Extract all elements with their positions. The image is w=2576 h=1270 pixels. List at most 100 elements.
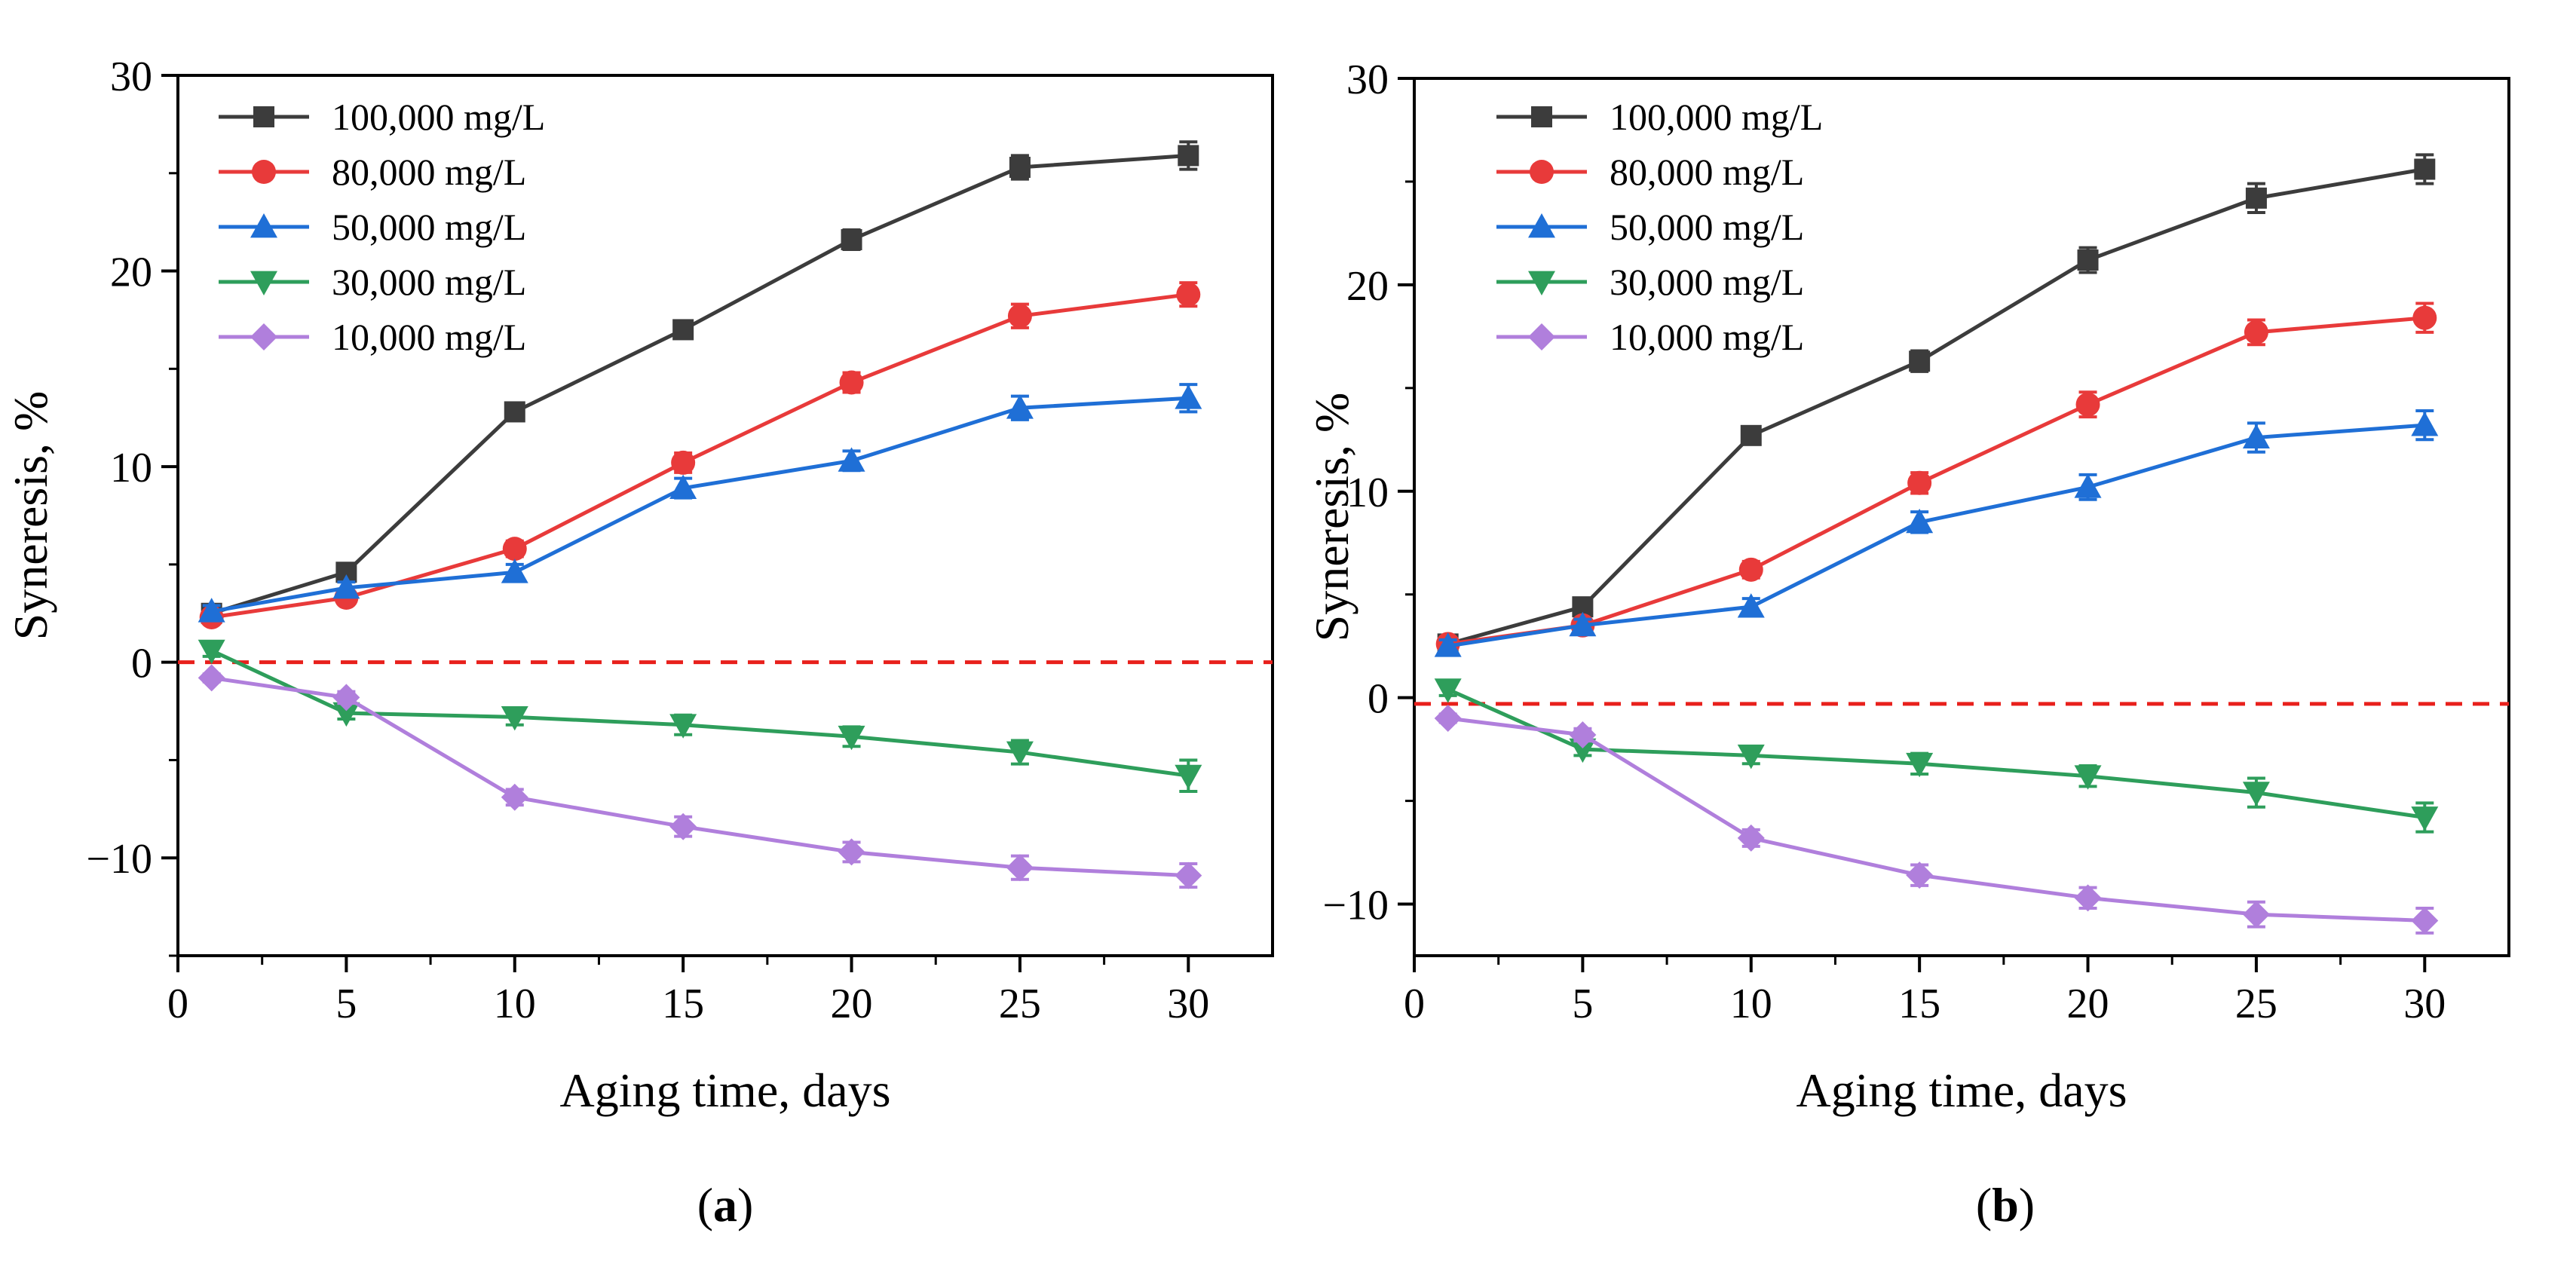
data-point xyxy=(1178,145,1199,167)
series-line xyxy=(210,648,1189,778)
data-point xyxy=(2411,907,2439,935)
y-tick-label: 30 xyxy=(1346,57,1389,103)
y-tick-label: 0 xyxy=(1368,676,1389,723)
data-point xyxy=(1740,424,1762,446)
series-4 xyxy=(1434,705,2439,935)
data-point xyxy=(2414,158,2436,180)
data-point xyxy=(501,558,528,583)
x-tick-label: 0 xyxy=(1404,981,1425,1027)
legend-label: 30,000 mg/L xyxy=(332,261,526,303)
data-point xyxy=(2242,782,2270,806)
data-point xyxy=(838,725,865,751)
series-2 xyxy=(1434,409,2439,657)
data-point xyxy=(838,447,865,472)
legend-label: 50,000 mg/L xyxy=(332,206,526,248)
data-point xyxy=(2242,424,2270,448)
legend-marker xyxy=(250,323,277,350)
x-tick-label: 20 xyxy=(831,981,873,1027)
data-point xyxy=(1175,861,1202,889)
data-point xyxy=(1569,721,1597,748)
legend-entry: 80,000 mg/L xyxy=(1496,151,1804,193)
panel-b: 0 5 10 15 20 25 30 −10 0 10 20 30 Aging time, days Sy… xyxy=(1305,57,2510,1232)
data-point xyxy=(332,684,360,712)
data-point xyxy=(1906,752,1934,778)
data-point xyxy=(841,229,862,251)
x-tick-label: 0 xyxy=(167,981,188,1027)
x-tick-label: 30 xyxy=(1167,981,1209,1027)
data-point xyxy=(2077,249,2099,271)
series-2 xyxy=(198,383,1202,623)
data-point xyxy=(1175,384,1202,409)
y-tick-label: −10 xyxy=(1322,883,1389,929)
x-tick-label: 15 xyxy=(1898,981,1940,1027)
y-axis-title: Syneresis, % xyxy=(4,391,57,641)
x-tick-label: 25 xyxy=(2235,981,2277,1027)
panel-caption: (b) xyxy=(1976,1178,2035,1232)
data-point xyxy=(1737,824,1765,852)
data-point xyxy=(838,838,865,866)
legend-entry: 10,000 mg/L xyxy=(1496,316,1804,358)
legend-label: 100,000 mg/L xyxy=(332,96,545,138)
legend-marker xyxy=(1528,323,1555,350)
y-tick-label: 20 xyxy=(110,249,152,296)
data-point xyxy=(1907,470,1932,495)
data-point xyxy=(1737,744,1765,770)
data-point xyxy=(839,370,864,395)
data-point xyxy=(2411,806,2439,831)
legend-entry: 10,000 mg/L xyxy=(219,316,526,358)
caption-close-paren: ) xyxy=(737,1178,753,1232)
data-point xyxy=(1909,350,1931,372)
data-point xyxy=(2074,473,2102,498)
x-tick-label: 25 xyxy=(999,981,1041,1027)
series-4 xyxy=(198,664,1202,889)
legend-entry: 80,000 mg/L xyxy=(219,151,526,193)
data-point xyxy=(672,319,694,341)
data-point xyxy=(198,639,225,665)
data-point xyxy=(1006,741,1034,767)
data-point xyxy=(1006,394,1034,419)
legend-entry: 50,000 mg/L xyxy=(219,206,526,248)
data-point xyxy=(2242,901,2270,929)
legend-marker xyxy=(252,160,276,184)
caption-letter: b xyxy=(1992,1178,2019,1232)
y-tick-label: −10 xyxy=(86,836,152,883)
data-point xyxy=(198,598,225,623)
series-line xyxy=(1447,687,2425,819)
legend-marker xyxy=(250,213,277,238)
legend-marker xyxy=(1531,106,1552,127)
plot-frame xyxy=(176,74,1274,957)
data-point xyxy=(1009,156,1031,178)
legend-marker xyxy=(253,106,274,127)
legend-entry: 30,000 mg/L xyxy=(1496,261,1804,303)
legend-marker xyxy=(1528,213,1555,238)
x-tick-label: 15 xyxy=(662,981,704,1027)
legend-label: 80,000 mg/L xyxy=(1610,151,1804,193)
legend-entry: 50,000 mg/L xyxy=(1496,206,1804,248)
data-point xyxy=(332,574,360,599)
data-point xyxy=(1737,593,1765,618)
series-3 xyxy=(198,639,1202,793)
x-axis-title: Aging time, days xyxy=(559,1063,890,1117)
x-tick-label: 20 xyxy=(2067,981,2109,1027)
data-point xyxy=(669,474,697,500)
panel-caption: (a) xyxy=(697,1178,754,1232)
y-tick-label: 20 xyxy=(1346,263,1389,310)
data-point xyxy=(1738,557,1763,582)
legend-label: 80,000 mg/L xyxy=(332,151,526,193)
y-tick-label: 10 xyxy=(1346,470,1389,516)
series-line xyxy=(1447,167,2425,646)
legend-entry: 100,000 mg/L xyxy=(219,96,545,138)
x-tick-label: 30 xyxy=(2403,981,2446,1027)
data-point xyxy=(1176,282,1201,307)
legend-label: 10,000 mg/L xyxy=(332,316,526,358)
y-tick-label: 0 xyxy=(131,641,152,687)
series-line xyxy=(1447,423,2425,648)
caption-close-paren: ) xyxy=(2019,1178,2035,1232)
data-point xyxy=(2075,392,2100,417)
legend-label: 50,000 mg/L xyxy=(1610,206,1804,248)
caption-letter: a xyxy=(713,1178,737,1232)
data-point xyxy=(1434,705,1462,733)
data-point xyxy=(669,714,697,739)
legend-label: 30,000 mg/L xyxy=(1610,261,1804,303)
